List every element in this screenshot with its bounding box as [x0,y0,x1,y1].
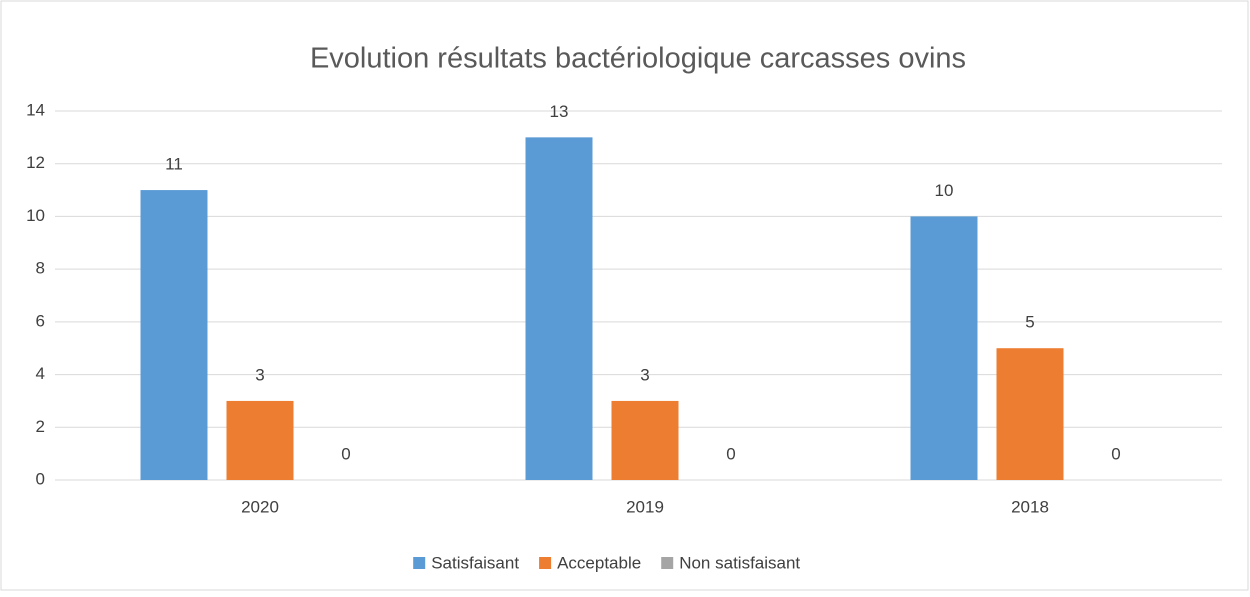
chart-title: Evolution résultats bactériologique carc… [310,43,966,75]
y-tick-label: 14 [26,100,45,119]
legend-swatch [661,557,674,569]
data-label: 3 [255,365,264,384]
data-label: 11 [165,155,183,174]
x-tick-label: 2020 [241,497,279,516]
data-label: 10 [935,181,954,200]
x-tick-label: 2018 [1011,497,1049,516]
data-label: 0 [1111,444,1120,463]
y-tick-label: 2 [36,417,45,436]
bar [525,137,593,480]
legend-swatch [539,557,552,569]
data-label: 0 [341,444,350,463]
data-label: 5 [1025,313,1034,332]
x-tick-label: 2019 [626,497,664,516]
bar [996,348,1064,480]
y-tick-label: 10 [26,206,45,225]
data-label: 3 [640,365,649,384]
bar [226,400,294,480]
y-tick-label: 12 [26,153,45,172]
bar [611,400,679,480]
y-tick-label: 0 [36,469,45,488]
legend-label: Acceptable [557,553,641,572]
y-tick-label: 4 [36,364,45,383]
legend-label: Non satisfaisant [679,553,800,572]
data-label: 0 [726,444,735,463]
y-tick-label: 6 [36,311,45,330]
y-tick-label: 8 [36,259,45,278]
bar [140,190,208,481]
data-label: 13 [550,102,569,121]
bar [910,216,978,480]
legend-label: Satisfaisant [431,553,519,572]
legend-swatch [413,557,426,569]
